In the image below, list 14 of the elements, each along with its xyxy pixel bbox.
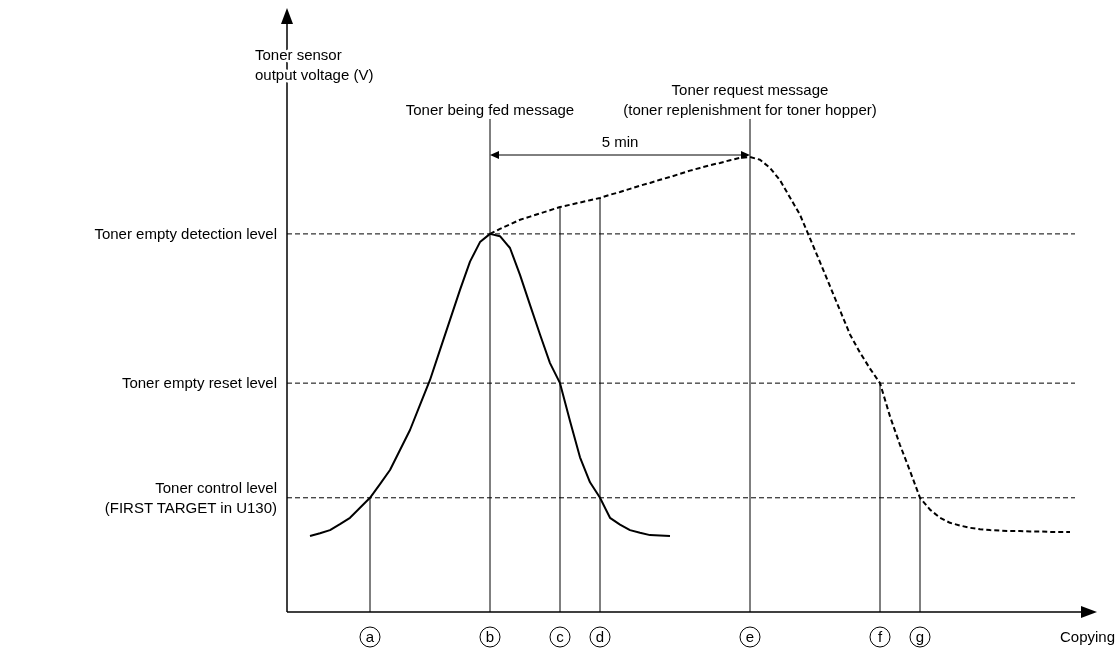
x-tick-label: b <box>485 628 495 645</box>
x-tick-label: a <box>365 628 375 645</box>
x-tick-label: d <box>595 628 605 645</box>
x-tick-label: c <box>556 628 565 645</box>
x-tick-label: g <box>915 628 925 645</box>
ref-line-label: Toner being fed message <box>405 101 575 118</box>
x-tick-label: f <box>877 628 883 645</box>
x-tick-label: e <box>745 628 755 645</box>
ref-line-label: Toner empty reset level <box>121 374 277 392</box>
text: 5 min <box>601 133 639 150</box>
ref-line-label: Toner empty detection level <box>94 224 277 242</box>
ref-line-label: Toner request message (toner replenishment for toner hopper) <box>623 81 877 118</box>
x-axis-title: Copying <box>1059 628 1115 645</box>
ref-line-label: Toner control level (FIRST TARGET in U130) <box>104 478 277 516</box>
